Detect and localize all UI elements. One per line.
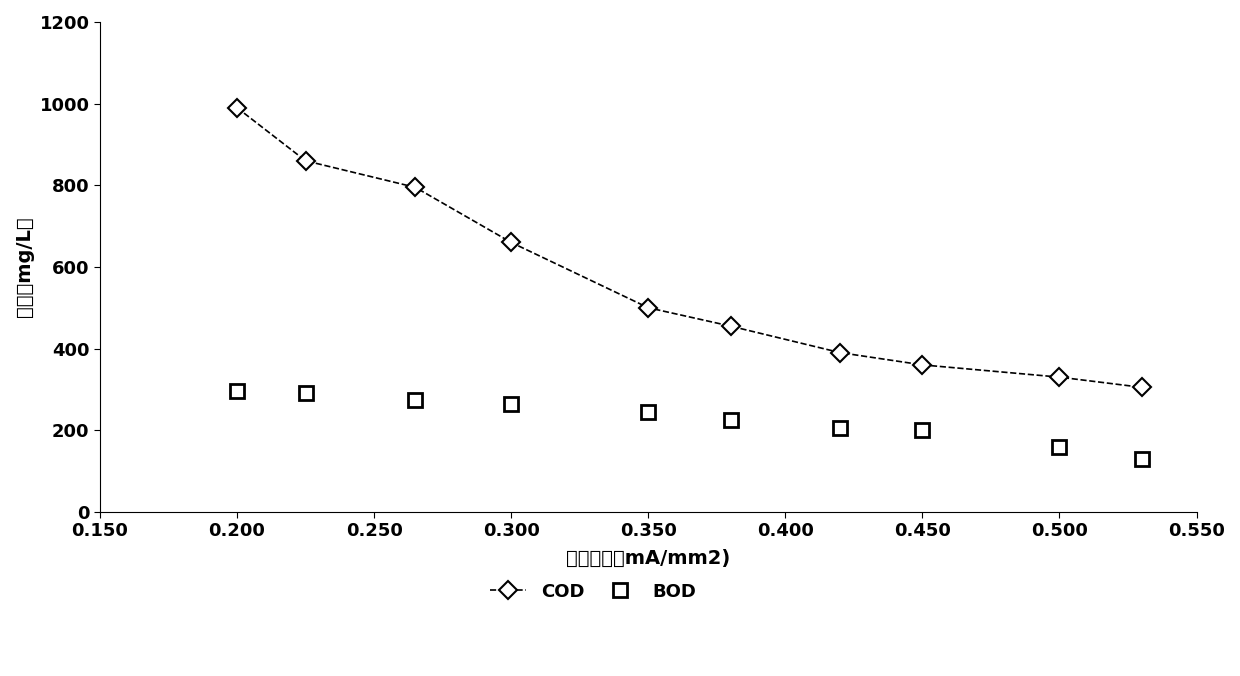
BOD bbox=[298, 389, 312, 397]
BOD bbox=[833, 424, 848, 432]
Y-axis label: 浓度（mg/L）: 浓度（mg/L） bbox=[15, 216, 33, 317]
Line: COD: COD bbox=[231, 101, 1148, 393]
BOD bbox=[1135, 455, 1149, 463]
COD bbox=[641, 304, 656, 312]
COD bbox=[503, 239, 518, 247]
BOD bbox=[503, 400, 518, 408]
COD bbox=[1052, 373, 1066, 381]
BOD bbox=[915, 426, 930, 434]
COD bbox=[298, 157, 312, 165]
COD bbox=[833, 349, 848, 357]
X-axis label: 电流密度（mA/mm2): 电流密度（mA/mm2) bbox=[567, 549, 730, 568]
BOD bbox=[229, 387, 244, 395]
Legend: COD, BOD: COD, BOD bbox=[490, 583, 697, 601]
BOD bbox=[641, 408, 656, 416]
COD bbox=[723, 322, 738, 330]
BOD bbox=[723, 416, 738, 424]
COD bbox=[915, 361, 930, 369]
Line: BOD: BOD bbox=[231, 385, 1148, 466]
COD bbox=[408, 183, 423, 191]
COD bbox=[1135, 383, 1149, 391]
BOD bbox=[1052, 443, 1066, 451]
BOD bbox=[408, 395, 423, 404]
COD bbox=[229, 103, 244, 112]
